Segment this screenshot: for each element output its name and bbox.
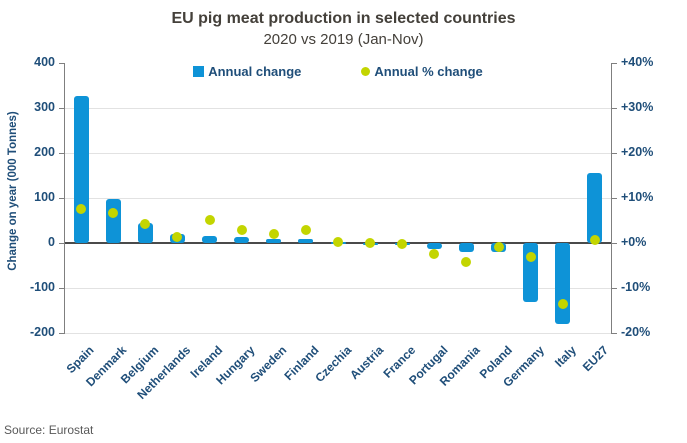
dot-ireland: [204, 214, 215, 225]
legend-item-annual-pct-change: Annual % change: [361, 64, 483, 79]
left-axis-tick-label: -100: [29, 280, 55, 294]
legend-label-annual-pct-change: Annual % change: [374, 64, 483, 79]
left-axis-tick: [59, 332, 64, 334]
right-axis-tick: [612, 332, 617, 334]
gridline-200: [65, 152, 611, 154]
right-axis-tick-label: +0%: [621, 235, 647, 249]
chart-subtitle: 2020 vs 2019 (Jan-Nov): [263, 31, 424, 48]
left-axis-tick-label: 0: [48, 235, 55, 249]
bar-portugal: [426, 243, 442, 249]
right-axis-tick-label: +20%: [621, 145, 654, 159]
bar-ireland: [202, 235, 218, 243]
gridline-300: [65, 107, 611, 109]
right-axis-tick: [612, 242, 617, 244]
dot-finland: [300, 225, 311, 236]
right-axis-tick-label: -20%: [621, 325, 651, 339]
right-axis-tick: [612, 197, 617, 199]
right-axis-tick-label: +30%: [621, 100, 654, 114]
bar-denmark: [105, 199, 121, 243]
x-axis-label-austria: Austria: [346, 343, 387, 383]
dot-denmark: [108, 207, 119, 218]
right-axis-line: [611, 63, 612, 334]
left-axis-tick-label: 300: [34, 100, 55, 114]
legend-item-annual-change: Annual change: [193, 64, 301, 79]
left-axis-tick-label: 200: [34, 145, 55, 159]
legend: Annual change Annual % change: [65, 64, 611, 79]
dot-portugal: [429, 248, 440, 259]
dot-czechia: [333, 237, 343, 248]
gridline-100: [65, 197, 611, 199]
right-axis-tick-label: -10%: [621, 280, 651, 294]
dot-germany: [525, 251, 536, 262]
dot-sweden: [268, 228, 279, 239]
bar-finland: [298, 239, 314, 243]
dot-netherlands: [172, 232, 183, 243]
bar-spain: [73, 95, 89, 243]
plot-area: 400 +40% 300 +30% 200 +20% 100 +10% 0 +0% -100 -10%…: [30, 55, 653, 402]
left-axis-tick-label: 400: [34, 55, 55, 69]
right-axis-tick: [612, 62, 617, 64]
right-axis-tick: [612, 287, 617, 289]
gridline--200: [65, 332, 611, 334]
right-axis-tick: [612, 152, 617, 154]
left-axis-tick: [59, 152, 64, 154]
dot-italy: [557, 299, 568, 310]
dot-france: [397, 238, 408, 249]
bar-hungary: [234, 236, 250, 243]
bar-sweden: [266, 239, 282, 243]
bar-eu27: [587, 173, 603, 243]
right-axis-tick: [612, 107, 617, 109]
annual-pct-change-swatch-icon: [361, 67, 371, 76]
x-axis-label-italy: Italy: [551, 343, 579, 370]
right-axis-tick-label: +10%: [621, 190, 654, 204]
dot-hungary: [236, 224, 247, 235]
left-axis-line: [64, 63, 65, 334]
annual-change-swatch-icon: [193, 66, 205, 77]
left-axis-tick-label: 100: [34, 190, 55, 204]
source-note: Source: Eurostat: [4, 423, 94, 437]
bar-romania: [458, 243, 474, 252]
left-axis-tick: [59, 287, 64, 289]
legend-label-annual-change: Annual change: [208, 64, 302, 79]
dot-austria: [365, 238, 376, 249]
dot-romania: [461, 256, 472, 267]
chart-title: EU pig meat production in selected count…: [171, 10, 516, 27]
left-axis-tick: [59, 62, 64, 64]
dot-eu27: [589, 234, 600, 245]
dot-belgium: [140, 218, 151, 229]
bar-italy: [555, 243, 571, 324]
dot-poland: [493, 241, 504, 252]
left-axis-tick: [59, 107, 64, 109]
dot-spain: [76, 203, 87, 214]
gridline--100: [65, 287, 611, 289]
right-axis-tick-label: +40%: [621, 55, 654, 69]
x-axis-label-eu27: EU27: [579, 343, 611, 375]
left-axis-tick-label: -200: [29, 325, 55, 339]
left-axis-tick: [59, 197, 64, 199]
left-axis-tick: [59, 242, 64, 244]
y-axis-title: Change on year (000 Tonnes): [7, 111, 19, 271]
